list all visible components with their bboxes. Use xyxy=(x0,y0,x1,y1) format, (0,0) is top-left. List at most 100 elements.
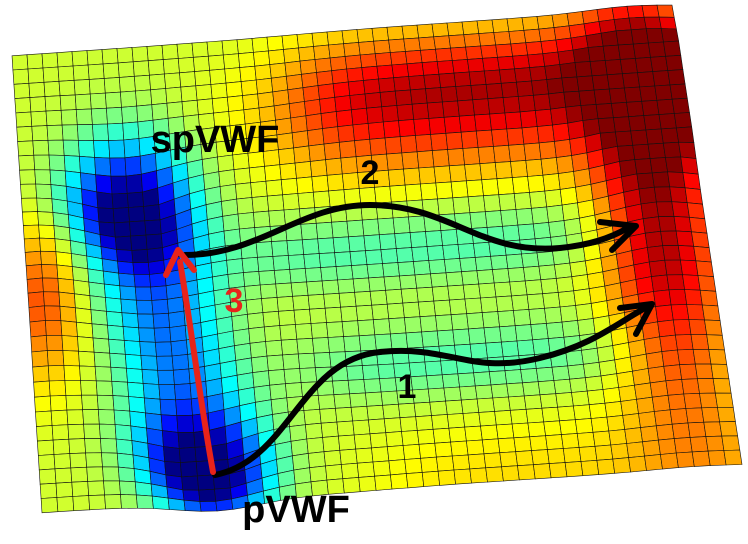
surface-cell xyxy=(194,69,212,87)
surface-cell xyxy=(580,104,599,121)
surface-cell xyxy=(630,28,649,45)
surface-cell xyxy=(32,365,50,383)
surface-cell xyxy=(328,43,346,59)
surface-cell xyxy=(457,99,475,117)
surface-cell xyxy=(105,297,123,314)
surface-cell xyxy=(580,459,600,477)
surface-cell xyxy=(624,86,643,103)
surface-cell xyxy=(636,396,655,414)
surface-cell xyxy=(450,46,468,61)
surface-cell xyxy=(438,72,457,88)
surface-cell xyxy=(485,341,504,359)
surface-cell xyxy=(440,359,459,376)
surface-cell xyxy=(172,368,191,386)
surface-cell xyxy=(297,352,316,369)
surface-cell xyxy=(521,126,540,145)
surface-cell xyxy=(141,369,160,385)
surface-cell xyxy=(404,183,423,202)
surface-cell xyxy=(265,179,283,197)
surface-cell xyxy=(431,149,450,168)
surface-cell xyxy=(97,409,116,425)
surface-cell xyxy=(95,174,113,195)
surface-cell xyxy=(103,283,122,300)
surface-cell xyxy=(484,210,503,228)
surface-cell xyxy=(426,245,445,261)
surface-cell xyxy=(443,386,462,402)
surface-cell xyxy=(69,452,88,469)
surface-cell xyxy=(134,481,153,497)
surface-cell xyxy=(209,426,227,447)
surface-cell xyxy=(366,263,385,279)
surface-cell xyxy=(366,106,384,124)
surface-cell xyxy=(52,212,70,229)
surface-cell xyxy=(282,193,300,211)
surface-cell xyxy=(131,46,149,63)
surface-cell xyxy=(628,115,647,132)
surface-cell xyxy=(416,286,435,303)
surface-cell xyxy=(129,410,147,429)
surface-cell xyxy=(586,271,606,290)
surface-cell xyxy=(496,177,515,196)
surface-cell xyxy=(488,370,508,386)
surface-cell xyxy=(62,350,80,367)
surface-cell xyxy=(417,300,436,318)
surface-cell xyxy=(540,278,559,295)
surface-cell xyxy=(660,452,679,470)
surface-cell xyxy=(461,270,480,286)
surface-cell xyxy=(320,421,339,438)
surface-cell xyxy=(705,435,725,452)
surface-cell xyxy=(287,254,306,270)
surface-cell xyxy=(361,364,380,380)
surface-cell xyxy=(304,98,322,117)
surface-cell xyxy=(244,284,262,301)
surface-cell xyxy=(122,121,140,141)
surface-cell xyxy=(400,287,419,304)
surface-cell xyxy=(504,111,523,130)
surface-cell xyxy=(659,334,678,352)
surface-cell xyxy=(583,361,602,379)
surface-cell xyxy=(473,371,492,387)
surface-cell xyxy=(469,467,488,484)
surface-cell xyxy=(253,50,271,67)
surface-cell xyxy=(689,216,708,234)
surface-cell xyxy=(263,325,282,342)
surface-cell xyxy=(101,48,119,65)
surface-cell xyxy=(590,416,610,433)
surface-cell xyxy=(70,466,89,483)
surface-cell xyxy=(143,204,161,222)
surface-cell xyxy=(297,191,316,210)
surface-cell xyxy=(27,291,45,308)
surface-cell xyxy=(584,375,604,392)
surface-cell xyxy=(317,83,336,100)
surface-cell xyxy=(339,448,358,465)
surface-cell xyxy=(672,319,692,336)
surface-cell xyxy=(387,168,406,187)
surface-cell xyxy=(523,394,543,410)
surface-cell xyxy=(127,381,145,399)
surface-cell xyxy=(157,369,175,386)
surface-cell xyxy=(660,28,679,43)
surface-cell xyxy=(287,87,305,105)
surface-cell xyxy=(147,259,166,275)
surface-cell xyxy=(480,424,499,441)
surface-cell xyxy=(675,451,695,468)
surface-cell xyxy=(534,108,553,127)
surface-cell xyxy=(254,64,272,81)
surface-cell xyxy=(465,45,483,60)
surface-cell xyxy=(655,304,674,323)
surface-cell xyxy=(284,60,302,77)
surface-cell xyxy=(648,259,668,277)
surface-cell xyxy=(135,494,154,509)
surface-cell xyxy=(161,43,179,60)
surface-cell xyxy=(506,127,525,146)
surface-cell xyxy=(511,176,530,194)
surface-cell xyxy=(322,435,341,453)
surface-cell xyxy=(181,99,199,117)
surface-cell xyxy=(419,315,438,333)
surface-cell xyxy=(72,64,90,81)
surface-cell xyxy=(673,437,693,454)
surface-cell xyxy=(118,272,136,288)
surface-cell xyxy=(58,291,76,309)
surface-cell xyxy=(402,301,421,319)
